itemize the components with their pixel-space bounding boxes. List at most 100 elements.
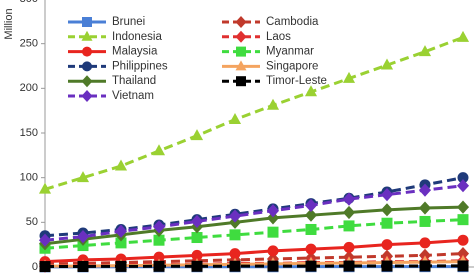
marker bbox=[267, 260, 279, 272]
legend-label: Thailand bbox=[112, 75, 156, 87]
marker bbox=[304, 85, 318, 97]
y-tick-label: 100 bbox=[20, 172, 38, 184]
marker bbox=[82, 61, 92, 72]
marker bbox=[304, 208, 318, 222]
legend-label: Singapore bbox=[266, 60, 318, 72]
marker bbox=[76, 171, 90, 183]
series-line bbox=[44, 176, 464, 238]
marker bbox=[152, 220, 166, 234]
legend-item: Thailand bbox=[68, 75, 156, 87]
marker bbox=[456, 247, 470, 261]
y-tick-label: 0 bbox=[32, 261, 38, 273]
series bbox=[39, 260, 469, 273]
marker bbox=[229, 260, 241, 272]
legend-item: Philippines bbox=[68, 60, 168, 72]
marker bbox=[267, 245, 279, 257]
y-tick-label: 200 bbox=[20, 82, 38, 94]
series bbox=[38, 179, 470, 247]
marker bbox=[229, 248, 241, 260]
marker bbox=[381, 260, 393, 272]
legend-item: Myanmar bbox=[222, 46, 314, 58]
marker bbox=[457, 260, 469, 272]
legend-item: Cambodia bbox=[222, 16, 319, 28]
y-tick-label: 250 bbox=[20, 38, 38, 50]
series bbox=[38, 30, 470, 194]
marker bbox=[381, 239, 393, 251]
marker bbox=[419, 260, 431, 272]
marker bbox=[191, 232, 203, 244]
marker bbox=[82, 17, 92, 27]
marker bbox=[266, 211, 280, 225]
marker bbox=[153, 260, 165, 272]
marker bbox=[266, 98, 280, 110]
series-line bbox=[44, 205, 464, 246]
marker bbox=[38, 233, 52, 247]
y-tick-label: 300 bbox=[20, 0, 38, 5]
marker bbox=[419, 215, 431, 227]
marker bbox=[418, 45, 432, 57]
marker bbox=[236, 46, 246, 57]
marker bbox=[81, 90, 93, 102]
marker bbox=[191, 249, 203, 261]
marker bbox=[418, 201, 432, 215]
legend-label: Myanmar bbox=[266, 46, 314, 58]
y-tick-label: 50 bbox=[26, 216, 38, 228]
marker bbox=[305, 260, 317, 272]
marker bbox=[457, 214, 469, 226]
legend-label: Timor-Leste bbox=[266, 75, 327, 87]
marker bbox=[266, 204, 280, 218]
marker bbox=[235, 30, 247, 43]
marker bbox=[76, 230, 90, 244]
marker bbox=[342, 205, 356, 220]
series-line bbox=[44, 184, 464, 242]
marker bbox=[235, 60, 247, 71]
marker bbox=[235, 16, 247, 28]
marker bbox=[236, 76, 246, 87]
marker bbox=[267, 226, 279, 238]
marker bbox=[456, 179, 470, 193]
series-line bbox=[45, 260, 464, 268]
marker bbox=[380, 203, 394, 217]
marker bbox=[153, 234, 165, 246]
y-tick-label: 150 bbox=[20, 127, 38, 139]
marker bbox=[115, 260, 127, 272]
series bbox=[38, 200, 470, 251]
marker bbox=[457, 172, 469, 184]
marker bbox=[190, 214, 204, 229]
legend-label: Philippines bbox=[112, 60, 168, 72]
marker bbox=[81, 30, 93, 41]
series bbox=[39, 234, 469, 268]
marker bbox=[380, 58, 394, 70]
legend-label: Brunei bbox=[112, 16, 145, 28]
marker bbox=[190, 129, 204, 141]
marker bbox=[343, 241, 355, 253]
legend-item: Laos bbox=[222, 30, 291, 43]
marker bbox=[419, 237, 431, 249]
legend-item: Vietnam bbox=[68, 90, 154, 102]
marker bbox=[38, 182, 52, 194]
legend-label: Laos bbox=[266, 31, 291, 43]
legend-label: Cambodia bbox=[266, 16, 319, 28]
legend-item: Singapore bbox=[222, 60, 318, 72]
marker bbox=[456, 30, 470, 42]
legend-item: Indonesia bbox=[68, 30, 162, 43]
marker bbox=[153, 251, 165, 263]
marker bbox=[82, 46, 92, 57]
legend-item: Malaysia bbox=[68, 46, 158, 58]
marker bbox=[114, 159, 128, 171]
marker bbox=[115, 237, 127, 249]
y-axis-label: Million bbox=[3, 8, 15, 39]
marker bbox=[77, 260, 89, 272]
marker bbox=[228, 113, 242, 124]
marker bbox=[342, 192, 356, 206]
marker bbox=[380, 188, 394, 202]
legend-label: Indonesia bbox=[112, 31, 162, 43]
marker bbox=[81, 75, 93, 88]
series bbox=[39, 172, 469, 242]
marker bbox=[418, 183, 432, 197]
legend-label: Vietnam bbox=[112, 90, 154, 102]
marker bbox=[456, 200, 470, 214]
marker bbox=[305, 223, 317, 235]
marker bbox=[228, 209, 242, 223]
